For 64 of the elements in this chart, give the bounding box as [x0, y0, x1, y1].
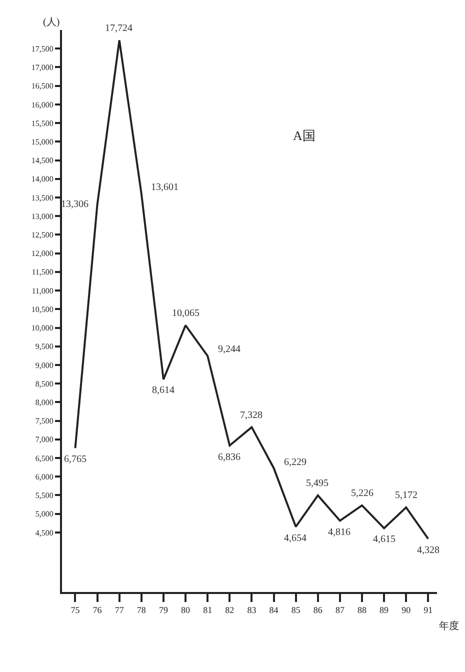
x-tick-label: 76: [92, 604, 102, 615]
text: 13,601: [151, 182, 178, 193]
y-tick-label: 17,500: [31, 44, 54, 54]
x-tick-label: 77: [114, 604, 124, 615]
y-tick-label: 5,000: [35, 510, 54, 519]
x-tick-label: 87: [335, 604, 345, 615]
x-tick-label: 83: [247, 604, 257, 615]
x-axis-title: 年度: [439, 620, 459, 632]
x-tick-label: 85: [291, 604, 301, 615]
y-tick-label: 17,000: [31, 63, 54, 72]
y-axis-title: (人): [43, 17, 60, 28]
y-tick-label: 6,000: [35, 472, 54, 482]
y-tick-label: 11,500: [32, 268, 54, 277]
text: 5,495: [306, 478, 328, 489]
x-tick-label: 89: [380, 604, 390, 615]
text: 6,765: [64, 454, 86, 465]
y-tick-label: 7,500: [35, 416, 54, 426]
x-tick-label: 88: [358, 604, 367, 615]
text: 9,244: [218, 344, 240, 355]
x-tick-label: 90: [402, 604, 412, 615]
text: 10,065: [172, 308, 200, 319]
x-tick-label: 75: [70, 604, 80, 615]
y-tick-label: 6,500: [35, 454, 54, 463]
y-tick-label: 12,500: [31, 230, 54, 240]
text: 4,615: [373, 534, 396, 545]
y-tick-label: 12,000: [31, 249, 54, 258]
y-tick-label: 16,500: [31, 82, 54, 91]
text: 5,172: [395, 490, 418, 501]
y-tick-label: 5,500: [35, 491, 54, 500]
text: 6,836: [218, 452, 240, 463]
x-tick-label: 82: [225, 604, 234, 615]
y-tick-label: 14,000: [31, 174, 54, 184]
annotation: A国: [293, 128, 316, 143]
y-tick-label: 7,000: [35, 435, 54, 444]
x-tick-label: 79: [158, 604, 168, 615]
text: 8,614: [152, 385, 174, 396]
text: 6,229: [284, 457, 306, 468]
x-tick-label: 86: [313, 604, 323, 615]
x-tick-label: 80: [181, 604, 191, 615]
text: 5,226: [351, 488, 374, 499]
text: 4,654: [284, 533, 306, 544]
x-tick-label: 78: [136, 604, 146, 615]
text: 13,306: [61, 199, 88, 210]
y-tick-label: 10,500: [31, 304, 54, 314]
text: 7,328: [240, 410, 262, 421]
x-tick-label: 91: [424, 604, 433, 615]
y-tick-label: 13,500: [31, 193, 54, 202]
y-tick-label: 8,000: [35, 398, 54, 407]
text: 4,328: [417, 545, 440, 556]
y-tick-label: 15,000: [31, 137, 54, 146]
y-tick-label: 11,000: [32, 286, 54, 296]
y-tick-label: 10,000: [31, 324, 54, 333]
y-tick-label: 13,000: [31, 212, 54, 221]
text: 4,816: [328, 527, 350, 538]
y-tick-label: 8,500: [35, 379, 54, 388]
x-tick-label: 81: [203, 604, 212, 615]
y-tick-label: 9,000: [35, 360, 54, 370]
y-tick-label: 15,500: [31, 118, 54, 128]
text: 17,724: [105, 23, 132, 34]
y-tick-label: 16,000: [31, 100, 54, 110]
x-tick-label: 84: [269, 604, 279, 615]
y-tick-label: 4,500: [35, 528, 54, 538]
y-tick-label: 14,500: [31, 156, 54, 166]
y-tick-label: 9,500: [35, 342, 54, 352]
